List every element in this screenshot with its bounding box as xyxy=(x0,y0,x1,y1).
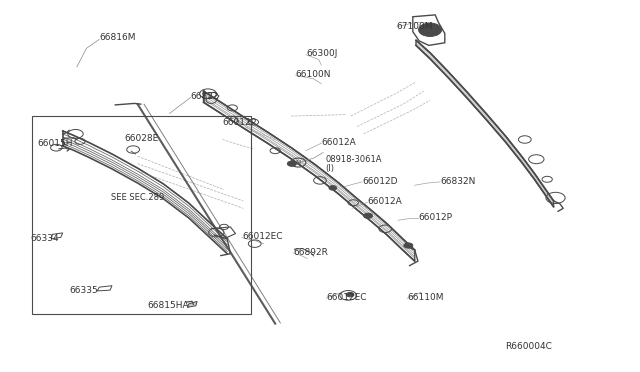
Text: 66012EC: 66012EC xyxy=(242,232,282,241)
Text: 66822: 66822 xyxy=(191,92,220,101)
Text: 66012A: 66012A xyxy=(367,197,402,206)
Text: 08918-3061A: 08918-3061A xyxy=(325,155,381,164)
Text: 67100M: 67100M xyxy=(397,22,433,31)
Text: 66012A: 66012A xyxy=(321,138,356,147)
Circle shape xyxy=(287,161,296,166)
Polygon shape xyxy=(97,286,112,291)
Text: (I): (I) xyxy=(325,164,334,173)
Polygon shape xyxy=(51,233,63,239)
Text: 66015H: 66015H xyxy=(37,140,72,148)
Circle shape xyxy=(404,243,413,248)
Circle shape xyxy=(329,186,337,190)
Text: R660004C: R660004C xyxy=(506,342,552,351)
Text: 66816M: 66816M xyxy=(99,33,136,42)
Circle shape xyxy=(346,292,354,297)
Text: 66110M: 66110M xyxy=(407,293,444,302)
Polygon shape xyxy=(416,40,554,207)
Text: 66334: 66334 xyxy=(31,234,60,243)
Text: SEE SEC.289: SEE SEC.289 xyxy=(111,193,164,202)
Text: 66012D: 66012D xyxy=(362,177,397,186)
Text: 66300J: 66300J xyxy=(306,49,337,58)
Text: 66012EC: 66012EC xyxy=(326,293,367,302)
Text: 66892R: 66892R xyxy=(293,248,328,257)
Text: 66335: 66335 xyxy=(69,286,98,295)
Text: 66028E: 66028E xyxy=(125,134,159,143)
Text: 66012P: 66012P xyxy=(223,118,257,127)
Circle shape xyxy=(364,213,372,218)
Text: N: N xyxy=(296,160,301,166)
Text: 66815HA: 66815HA xyxy=(147,301,189,310)
Polygon shape xyxy=(188,301,197,307)
Polygon shape xyxy=(204,91,415,261)
Circle shape xyxy=(419,23,442,36)
Text: 66100N: 66100N xyxy=(296,70,331,79)
Text: 66012P: 66012P xyxy=(419,213,452,222)
Text: 66832N: 66832N xyxy=(440,177,476,186)
Polygon shape xyxy=(413,15,445,45)
Bar xyxy=(32,116,251,314)
